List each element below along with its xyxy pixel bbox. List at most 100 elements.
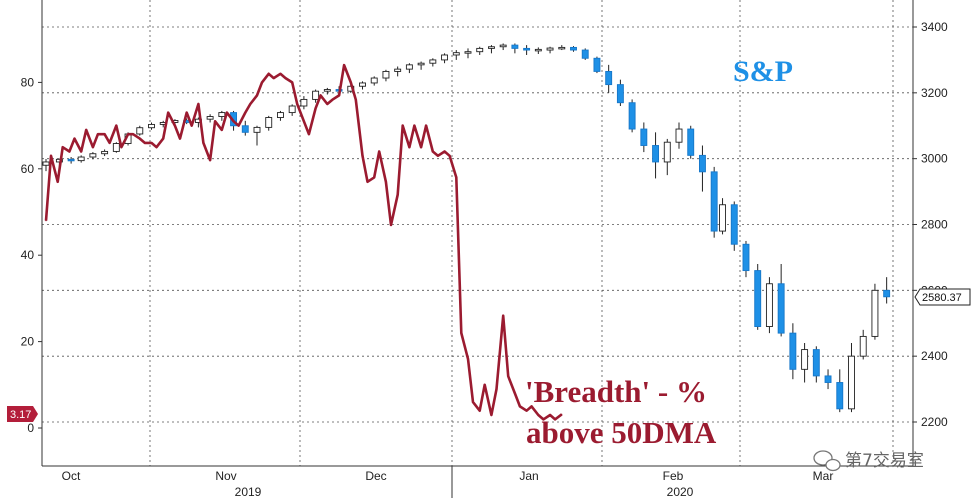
candle-body — [417, 62, 425, 66]
candle-body — [148, 123, 155, 129]
breadth-point — [420, 146, 422, 148]
breadth-point — [343, 64, 345, 66]
month-label: Nov — [215, 469, 236, 483]
candle-body — [112, 143, 120, 152]
candle-body — [848, 355, 855, 410]
candle-body — [883, 289, 891, 298]
breadth-point — [390, 224, 392, 226]
breadth-point — [68, 150, 71, 153]
candle-body — [675, 128, 683, 143]
breadth-point — [279, 73, 282, 75]
candle-body — [452, 52, 460, 56]
breadth-point — [338, 94, 340, 96]
candle-body — [276, 112, 284, 118]
breadth-point — [366, 181, 369, 183]
candle-body — [487, 46, 495, 49]
breadth-point — [104, 133, 106, 135]
breadth-point — [221, 129, 223, 131]
breadth-annotation-line1: 'Breadth' - % — [525, 374, 707, 409]
candle-body — [765, 283, 773, 327]
breadth-point — [127, 133, 129, 135]
breadth-point — [197, 103, 199, 105]
breadth-line — [44, 63, 563, 421]
breadth-point — [561, 413, 563, 415]
right-tick-label: 2800 — [921, 218, 948, 232]
breadth-point — [378, 150, 380, 153]
breadth-annotation-line2: above 50DMA — [526, 415, 717, 450]
breadth-point — [109, 142, 111, 144]
candle-body — [382, 70, 390, 79]
sp-last-value: 2580.37 — [922, 292, 962, 304]
right-tick-label: 3400 — [921, 20, 948, 34]
breadth-point — [526, 410, 528, 412]
breadth-point — [186, 112, 188, 114]
breadth-point — [249, 103, 251, 105]
breadth-point — [244, 112, 246, 114]
breadth-point — [361, 155, 364, 157]
candle-body — [812, 349, 820, 377]
candle-body — [206, 116, 214, 120]
candle-body — [253, 126, 261, 133]
breadth-point — [139, 137, 141, 140]
candle-body — [836, 382, 844, 410]
chart-axes: 0204060801002200240026002800300032003400… — [14, 0, 948, 499]
breadth-point — [167, 112, 169, 114]
candle-body — [558, 46, 566, 50]
candle-body — [593, 57, 601, 72]
candle-body — [288, 105, 296, 114]
breadth-point — [531, 405, 533, 407]
breadth-point — [326, 103, 328, 105]
candle-body — [581, 49, 589, 59]
breadth-point — [120, 146, 122, 148]
breadth-point — [273, 77, 275, 79]
breadth-point — [472, 401, 474, 403]
breadth-point — [514, 392, 516, 395]
breadth-point — [62, 146, 64, 148]
watermark-text: 第7交易室 — [845, 451, 924, 471]
breadth-point — [467, 358, 469, 360]
breadth-point — [162, 137, 164, 140]
candle-body — [663, 141, 671, 163]
left-tick-label: 20 — [21, 335, 35, 349]
candle-body — [67, 158, 75, 162]
breadth-point — [268, 73, 270, 75]
breadth-point — [490, 414, 493, 416]
breadth-point — [284, 77, 287, 79]
breadth-point — [256, 94, 258, 96]
candle-body — [300, 98, 308, 107]
candle-body — [719, 204, 726, 232]
left-tick-label: 100 — [14, 0, 34, 3]
candle-body — [312, 90, 320, 100]
breadth-point — [150, 142, 153, 144]
breadth-last-badge — [7, 406, 38, 422]
month-label: Oct — [62, 469, 81, 483]
breadth-point — [432, 150, 434, 153]
breadth-point — [144, 142, 146, 144]
candle-body — [628, 102, 636, 130]
breadth-point — [408, 146, 410, 148]
breadth-point — [320, 94, 322, 96]
breadth-point — [97, 133, 99, 135]
breadth-point — [350, 81, 352, 83]
breadth-point — [448, 155, 451, 157]
candle-body — [710, 171, 718, 232]
breadth-point — [191, 125, 193, 127]
candle-body — [616, 84, 624, 104]
chart-grid — [42, 0, 913, 466]
month-label: Jan — [519, 469, 538, 483]
breadth-point — [495, 388, 498, 390]
breadth-point — [402, 125, 404, 127]
left-tick-label: 60 — [21, 162, 35, 176]
breadth-point — [437, 155, 439, 157]
breadth-point — [479, 410, 481, 412]
candle-body — [441, 54, 449, 61]
candle-body — [871, 289, 879, 337]
year-label: 2019 — [235, 485, 262, 499]
sp500-candles — [42, 43, 891, 413]
candle-body — [464, 51, 472, 54]
year-label: 2020 — [667, 485, 694, 499]
breadth-point — [45, 220, 47, 222]
breadth-point — [308, 133, 310, 135]
breadth-point — [502, 315, 504, 317]
chart-labels: S&P 'Breadth' - % above 50DMA — [525, 55, 793, 450]
